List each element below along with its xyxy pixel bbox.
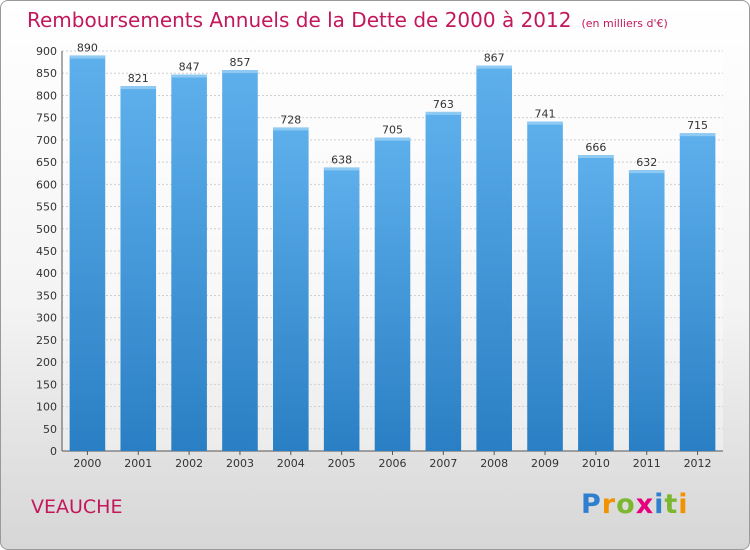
y-tick-label: 0 <box>50 445 57 458</box>
bars: 890 821 847 857 728 638 705 763 867 741 666 632 715 <box>69 41 716 452</box>
bar-top-2012 <box>679 133 716 137</box>
y-tick-label: 150 <box>36 378 57 391</box>
value-label-2010: 666 <box>585 141 606 154</box>
x-tick-label-2006: 2006 <box>379 457 407 470</box>
x-tick-label-2004: 2004 <box>277 457 305 470</box>
value-label-2007: 763 <box>433 98 454 111</box>
logo-letter: o <box>616 489 636 520</box>
y-tick-label: 450 <box>36 245 57 258</box>
value-label-2002: 847 <box>179 61 200 74</box>
x-tick-label-2008: 2008 <box>480 457 508 470</box>
bar-2012 <box>679 133 716 451</box>
y-tick-label: 500 <box>36 223 57 236</box>
x-tick-label-2011: 2011 <box>633 457 661 470</box>
value-label-2000: 890 <box>77 41 98 54</box>
logo-letter: i <box>654 489 665 520</box>
bar-2001 <box>120 86 157 451</box>
x-tick-label-2012: 2012 <box>684 457 712 470</box>
bar-top-2003 <box>222 70 258 74</box>
bar-2003 <box>222 70 258 451</box>
x-tick-label-2000: 2000 <box>73 457 101 470</box>
y-tick-label: 350 <box>36 289 57 302</box>
bar-2009 <box>527 121 563 452</box>
bar-top-2008 <box>476 65 512 69</box>
chart-subtitle: (en milliers d'€) <box>581 17 668 30</box>
x-tick-label-2002: 2002 <box>175 457 203 470</box>
y-tick-label: 250 <box>36 334 57 347</box>
value-label-2001: 821 <box>128 72 149 85</box>
x-tick-label-2010: 2010 <box>582 457 610 470</box>
value-label-2003: 857 <box>229 56 250 69</box>
bar-2006 <box>374 137 411 451</box>
x-axis: 2000 2001 2002 2003 2004 2005 2006 2007 2008 2009… <box>73 451 712 470</box>
proxiti-logo: Proxiti <box>581 489 689 520</box>
y-tick-label: 100 <box>36 401 57 414</box>
bar-top-2006 <box>374 137 411 141</box>
bar-top-2005 <box>323 167 360 171</box>
x-tick-label-2007: 2007 <box>429 457 457 470</box>
bar-top-2001 <box>120 86 157 90</box>
logo-letter: r <box>601 489 617 520</box>
bar-top-2011 <box>628 170 665 174</box>
logo-letter: x <box>635 489 655 520</box>
x-tick-label-2005: 2005 <box>328 457 356 470</box>
value-label-2009: 741 <box>535 108 556 121</box>
value-label-2005: 638 <box>331 153 352 166</box>
y-tick-label: 50 <box>43 423 57 436</box>
logo-letter: P <box>581 489 602 520</box>
value-label-2012: 715 <box>687 119 708 132</box>
chart-title-text: Remboursements Annuels de la Dette de 20… <box>27 8 572 32</box>
y-tick-label: 850 <box>36 67 57 80</box>
bar-top-2004 <box>273 127 309 131</box>
x-tick-label-2009: 2009 <box>531 457 559 470</box>
logo-letter: t <box>664 489 679 520</box>
chart-title: Remboursements Annuels de la Dette de 20… <box>27 8 668 32</box>
y-tick-label: 200 <box>36 356 57 369</box>
y-tick-label: 750 <box>36 112 57 125</box>
y-tick-label: 400 <box>36 267 57 280</box>
bar-top-2007 <box>425 111 462 115</box>
bar-top-2009 <box>527 121 563 125</box>
logo-letter: i <box>678 489 689 520</box>
value-label-2008: 867 <box>484 52 505 65</box>
bar-top-2000 <box>69 55 106 59</box>
value-label-2006: 705 <box>382 124 403 137</box>
bar-2002 <box>171 74 207 452</box>
y-tick-label: 300 <box>36 312 57 325</box>
bar-2007 <box>425 111 462 451</box>
y-tick-label: 550 <box>36 201 57 214</box>
x-tick-label-2001: 2001 <box>124 457 152 470</box>
y-tick-label: 600 <box>36 178 57 191</box>
bar-2000 <box>69 55 106 451</box>
value-label-2004: 728 <box>280 113 301 126</box>
y-tick-label: 900 <box>36 45 57 58</box>
y-tick-label: 800 <box>36 89 57 102</box>
commune-name: VEAUCHE <box>31 496 123 518</box>
x-tick-label-2003: 2003 <box>226 457 254 470</box>
bar-top-2010 <box>578 155 614 158</box>
bar-2004 <box>273 127 309 451</box>
value-label-2011: 632 <box>636 156 657 169</box>
y-tick-label: 650 <box>36 156 57 169</box>
bar-2011 <box>628 170 665 451</box>
bar-top-2002 <box>171 74 207 78</box>
y-tick-label: 700 <box>36 134 57 147</box>
bar-2010 <box>578 155 614 451</box>
bar-2005 <box>323 167 360 451</box>
bar-2008 <box>476 65 512 452</box>
